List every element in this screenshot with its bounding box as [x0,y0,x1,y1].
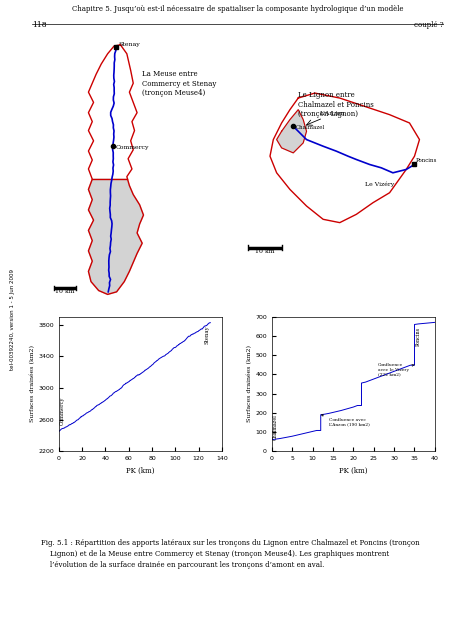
Text: Le Lignon entre
Chalmazel et Poncins
(tronçon Lignon): Le Lignon entre Chalmazel et Poncins (tr… [298,92,374,118]
Text: Commercy: Commercy [116,145,149,150]
Text: couplé ?: couplé ? [414,21,444,29]
Text: Le Vizéry: Le Vizéry [365,182,394,187]
X-axis label: PK (km): PK (km) [126,467,154,475]
Text: Stenay: Stenay [118,42,140,47]
Text: 10 km: 10 km [55,289,74,294]
X-axis label: PK (km): PK (km) [339,467,367,475]
Text: Chalmazel: Chalmazel [296,125,325,130]
Text: tel-00392240, version 1 - 5 Jun 2009: tel-00392240, version 1 - 5 Jun 2009 [10,269,15,371]
Text: Stenay: Stenay [204,326,209,344]
Y-axis label: Surfaces drainées (km2): Surfaces drainées (km2) [247,346,252,422]
Polygon shape [277,109,307,153]
Text: La Meuse entre
Commercy et Stenay
(tronçon Meuse4): La Meuse entre Commercy et Stenay (tronç… [142,70,217,97]
Y-axis label: Surfaces drainées (km2): Surfaces drainées (km2) [30,346,35,422]
Text: Commercy: Commercy [60,397,65,425]
Text: Chapitre 5. Jusqu’où est-il nécessaire de spatialiser la composante hydrologique: Chapitre 5. Jusqu’où est-il nécessaire d… [72,5,404,13]
Text: L'Anzon: L'Anzon [320,111,345,116]
Text: Confluence avec
L’Anzon (190 km2): Confluence avec L’Anzon (190 km2) [322,415,370,426]
Text: Poncins: Poncins [415,158,437,163]
Text: Fig. 5.1 : Répartition des apports latéraux sur les tronçons du Lignon entre Cha: Fig. 5.1 : Répartition des apports latér… [41,539,419,569]
Text: Confluence
avec le Vizery
(222 km2): Confluence avec le Vizery (222 km2) [378,363,414,376]
Text: 10 km: 10 km [255,248,275,253]
Text: Poncins: Poncins [416,326,421,346]
Text: Chalmazel: Chalmazel [273,414,278,440]
Text: 118: 118 [32,21,46,29]
Polygon shape [88,179,144,294]
